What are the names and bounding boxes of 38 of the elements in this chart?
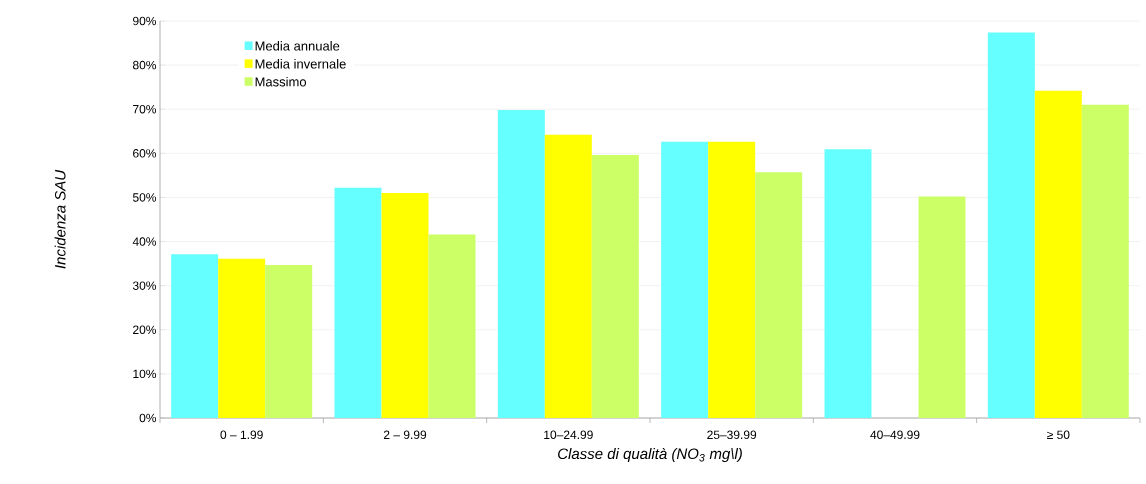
x-tick-label: 0 – 1.99 <box>220 430 263 440</box>
bar <box>1081 104 1129 418</box>
y-tick-label: 60% <box>133 149 157 158</box>
legend-label: Media annuale <box>255 41 340 51</box>
y-tick-label: 30% <box>132 281 157 290</box>
y-tick-label: 40% <box>132 237 157 246</box>
bar <box>497 110 545 418</box>
bar <box>591 155 639 418</box>
y-tick-label: 0% <box>139 413 157 423</box>
bar <box>218 258 266 418</box>
y-tick-label: 10% <box>133 369 157 379</box>
bar <box>755 172 803 418</box>
legend-label: Massimo <box>255 76 307 87</box>
x-tick-label: 40–49.99 <box>870 430 920 440</box>
bar <box>334 187 382 418</box>
y-tick-label: 20% <box>133 325 157 335</box>
bar <box>708 141 756 418</box>
bar <box>987 32 1035 418</box>
y-tick-label: 80% <box>132 60 157 70</box>
bar <box>265 264 313 418</box>
x-tick-label: 25–39.99 <box>707 430 757 440</box>
bar <box>824 149 872 418</box>
bar <box>918 196 966 418</box>
x-tick-label: 2 – 9.99 <box>383 430 427 440</box>
bar <box>171 254 219 418</box>
bar <box>1034 90 1082 418</box>
y-axis-title: Incidenza SAU <box>54 169 66 269</box>
y-tick-label: 50% <box>132 193 157 202</box>
bar <box>544 134 592 418</box>
x-tick-label: 10–24.99 <box>544 430 593 440</box>
bar <box>381 193 429 418</box>
bar <box>661 141 709 418</box>
x-axis-title: Classe di qualità (NO$_{3}$ mg\l) <box>558 447 742 463</box>
x-tick-label: ≥ 50 <box>1047 430 1070 440</box>
y-tick-label: 90% <box>133 16 157 26</box>
legend-label: Media invernale <box>255 58 346 69</box>
bar <box>428 234 476 418</box>
y-tick-label: 70% <box>133 104 157 114</box>
